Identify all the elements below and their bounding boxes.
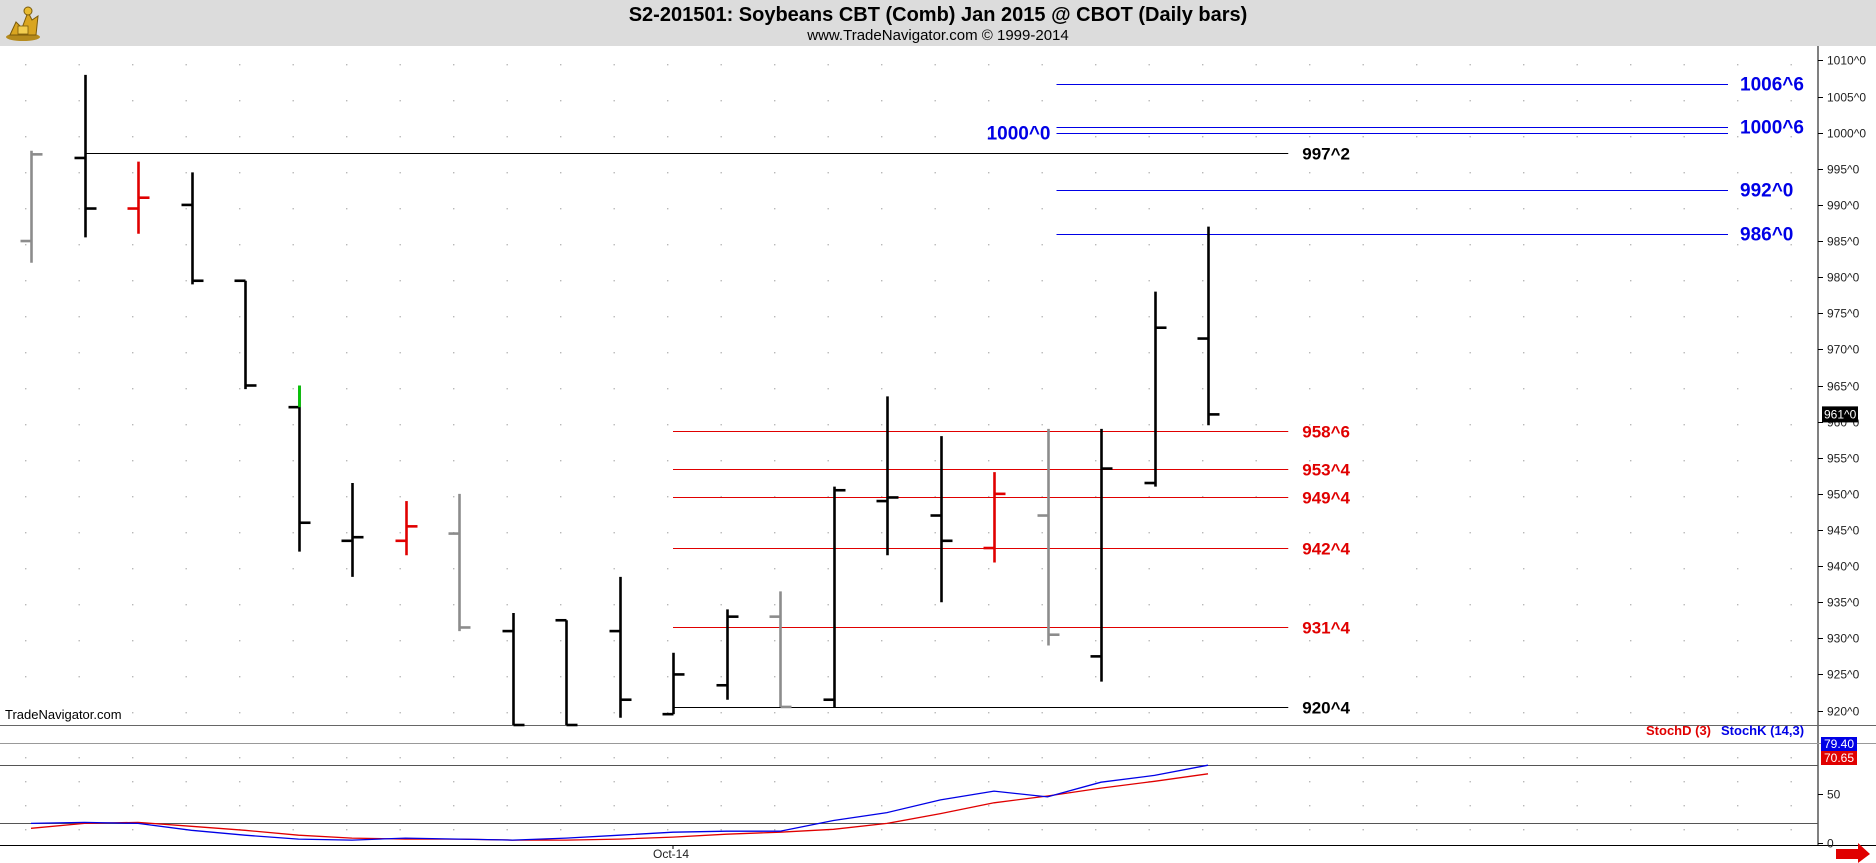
y-tick-label: 920^0 [1827, 705, 1860, 719]
ohlc-bar [1037, 428, 1060, 646]
watermark-label: TradeNavigator.com [5, 707, 122, 722]
y-tick-label: 930^0 [1827, 632, 1860, 646]
x-tick-label: Oct-14 [653, 847, 689, 861]
level-label: 953^4 [1302, 461, 1350, 480]
stoch-series-line [30, 773, 1209, 841]
y-tick-label: 925^0 [1827, 668, 1860, 682]
y-tick-label: 1010^0 [1827, 54, 1866, 68]
stoch-y-tick-label: 0 [1827, 837, 1834, 851]
ohlc-bar [288, 385, 311, 552]
level-label: 931^4 [1302, 619, 1350, 638]
date-axis: Oct-14 [653, 845, 689, 861]
ohlc-bar [769, 591, 792, 709]
level-label: 949^4 [1302, 489, 1350, 508]
ohlc-bar [1144, 291, 1167, 487]
y-tick-label: 995^0 [1827, 163, 1860, 177]
y-tick-label: 950^0 [1827, 488, 1860, 502]
ohlc-bar [448, 493, 471, 632]
stoch-k-last-badge [1821, 737, 1857, 751]
y-tick-label: 985^0 [1827, 235, 1860, 249]
level-label: 1000^0 [987, 124, 1051, 145]
stoch-k-legend: StochK (14,3) [1721, 723, 1804, 738]
y-tick-label: 975^0 [1827, 307, 1860, 321]
chart-subtitle: www.TradeNavigator.com © 1999-2014 [807, 27, 1069, 44]
stoch-series-line [30, 764, 1209, 841]
chart-frame [0, 46, 1876, 846]
stoch-d-legend: StochD (3) [1646, 723, 1711, 738]
last-price-badge [1822, 406, 1858, 423]
price-axis: 920^0 925^0 930^0 935^0 940^0 945^0 950^0 955^0… [1818, 54, 1866, 719]
scroll-right-arrow-icon[interactable] [1836, 843, 1870, 863]
stoch-d-last-label: 70.65 [1824, 751, 1854, 765]
title-band: S2-201501: Soybeans CBT (Comb) Jan 2015 … [0, 0, 1876, 46]
ohlc-bar [234, 279, 257, 390]
level-label: 1000^6 [1740, 118, 1804, 139]
y-tick-label: 965^0 [1827, 380, 1860, 394]
ohlc-bar [716, 609, 739, 700]
last-price-label: 961^0 [1824, 407, 1857, 421]
y-tick-label: 955^0 [1827, 452, 1860, 466]
y-tick-label: 1005^0 [1827, 91, 1866, 105]
level-label: 1006^6 [1740, 75, 1804, 96]
stoch-k-last-label: 79.40 [1824, 737, 1854, 751]
ohlc-bar [1090, 428, 1113, 682]
level-lines: 1006^6 1000^6 1000^0 997^2 992^0 986^0 958^6 95… [84, 75, 1804, 718]
level-label: 986^0 [1740, 225, 1793, 246]
ohlc-bar [74, 74, 97, 238]
ohlc-bar [20, 150, 43, 263]
y-tick-label: 945^0 [1827, 524, 1860, 538]
price-bars [20, 74, 1220, 727]
ohlc-bar [502, 613, 525, 727]
y-tick-label: 990^0 [1827, 199, 1860, 213]
level-label: 920^4 [1302, 699, 1350, 718]
ohlc-bar [662, 652, 685, 716]
ohlc-bar [983, 472, 1006, 563]
grid-dots [25, 64, 1792, 831]
level-label: 958^6 [1302, 423, 1350, 442]
ohlc-bar [127, 161, 150, 234]
y-tick-label: 935^0 [1827, 596, 1860, 610]
ohlc-bar [823, 486, 846, 707]
ohlc-bar [876, 396, 899, 556]
ohlc-bar [609, 576, 632, 718]
y-tick-label: 940^0 [1827, 560, 1860, 574]
y-tick-label: 980^0 [1827, 271, 1860, 285]
chart-title: S2-201501: Soybeans CBT (Comb) Jan 2015 … [628, 4, 1248, 26]
level-label: 992^0 [1740, 181, 1793, 202]
ohlc-bar [181, 172, 204, 285]
trade-navigator-logo-icon [6, 6, 40, 41]
stoch-y-tick-label: 50 [1827, 788, 1841, 802]
ohlc-bar [930, 436, 953, 603]
stoch-d-last-badge [1821, 751, 1857, 765]
y-tick-label: 1000^0 [1827, 127, 1866, 141]
level-label: 942^4 [1302, 540, 1350, 559]
y-tick-label: 970^0 [1827, 343, 1860, 357]
level-label: 997^2 [1302, 145, 1350, 164]
ohlc-bar [1197, 226, 1220, 426]
ohlc-bar [341, 483, 364, 577]
ohlc-bar [395, 501, 418, 556]
ohlc-bar [555, 618, 578, 727]
